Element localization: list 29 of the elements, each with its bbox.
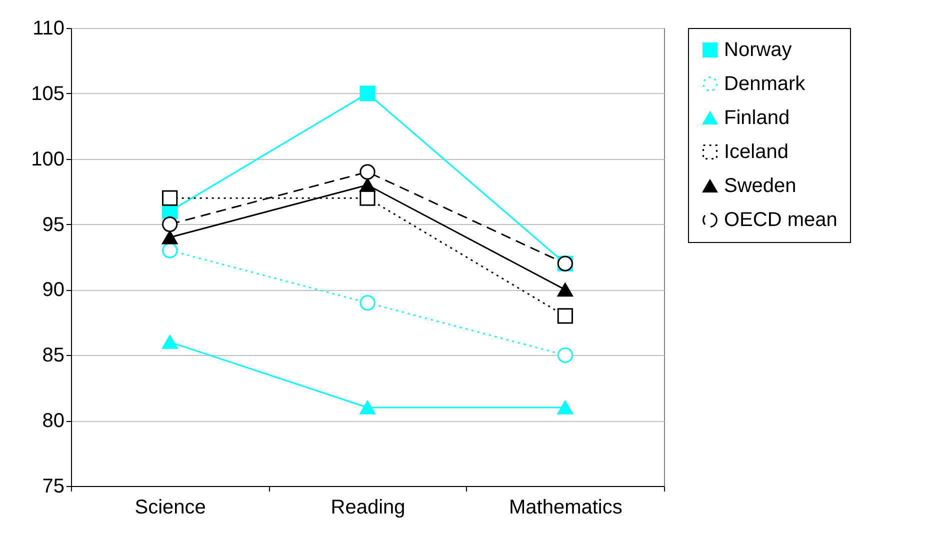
point bbox=[162, 230, 178, 244]
point bbox=[360, 294, 376, 311]
point bbox=[360, 400, 376, 414]
point bbox=[162, 335, 178, 349]
point bbox=[557, 400, 573, 414]
y-tick-label: 90 bbox=[42, 279, 64, 302]
legend-label: Sweden bbox=[724, 175, 796, 197]
legend-label: OECD mean bbox=[724, 209, 838, 231]
y-tick-label: 95 bbox=[42, 214, 64, 236]
y-tick-label: 105 bbox=[31, 82, 64, 105]
legend-label: Iceland bbox=[724, 141, 788, 163]
legend-label: Denmark bbox=[724, 73, 806, 95]
y-tick-label: 75 bbox=[42, 476, 64, 498]
x-tick-label: Mathematics bbox=[508, 496, 622, 518]
legend-label: Finland bbox=[724, 107, 790, 129]
y-tick-label: 100 bbox=[31, 148, 64, 170]
y-tick-label: 110 bbox=[32, 18, 64, 40]
legend-label: Norway bbox=[724, 39, 792, 61]
y-tick-label: 85 bbox=[42, 344, 64, 367]
point bbox=[557, 308, 573, 324]
point bbox=[360, 178, 376, 192]
x-tick-label: Reading bbox=[330, 496, 406, 518]
x-tick-label: Science bbox=[134, 496, 206, 518]
y-tick-label: 80 bbox=[42, 410, 64, 432]
point bbox=[360, 86, 376, 102]
point bbox=[557, 347, 573, 363]
point bbox=[557, 282, 573, 297]
point bbox=[162, 190, 178, 206]
point bbox=[162, 242, 178, 258]
